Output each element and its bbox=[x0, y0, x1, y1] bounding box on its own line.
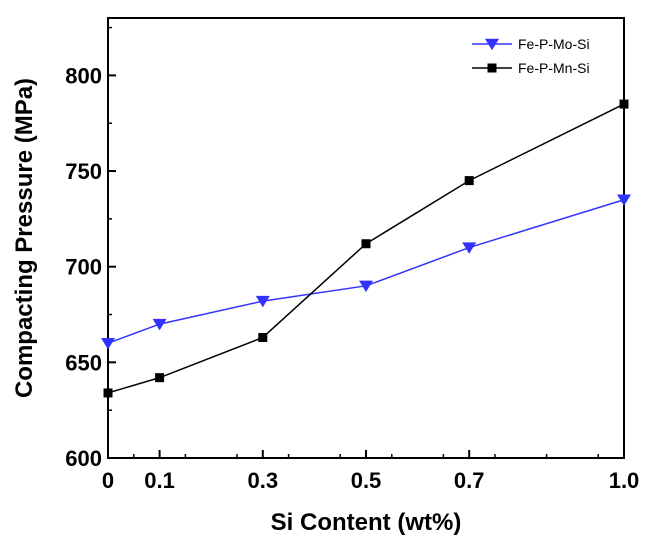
legend-label: Fe-P-Mn-Si bbox=[518, 60, 590, 76]
data-point bbox=[155, 373, 165, 383]
x-tick-label: 1.0 bbox=[609, 468, 640, 493]
y-axis-title: Compacting Pressure (MPa) bbox=[11, 78, 38, 398]
data-point bbox=[619, 99, 629, 109]
y-tick-label: 650 bbox=[65, 350, 102, 375]
y-tick-label: 600 bbox=[65, 446, 102, 471]
y-tick-label: 800 bbox=[65, 63, 102, 88]
data-point bbox=[359, 280, 373, 293]
x-axis-title: Si Content (wt%) bbox=[271, 509, 462, 536]
legend: Fe-P-Mo-Si Fe-P-Mn-Si bbox=[472, 36, 590, 76]
legend-marker bbox=[487, 63, 497, 73]
data-point bbox=[103, 388, 113, 398]
data-point bbox=[462, 242, 477, 254]
x-tick-label: 0.7 bbox=[454, 468, 485, 493]
x-tick-label: 0.3 bbox=[248, 468, 279, 493]
series-line bbox=[107, 103, 625, 394]
series-line bbox=[107, 199, 625, 344]
legend-item: Fe-P-Mn-Si bbox=[472, 60, 590, 76]
data-point bbox=[255, 295, 270, 308]
x-tick-label: 0.5 bbox=[351, 468, 382, 493]
data-point bbox=[464, 176, 474, 186]
x-tick-label: 0 bbox=[102, 468, 114, 493]
series-layer bbox=[101, 99, 631, 398]
data-point bbox=[152, 318, 167, 331]
y-axis: 600 650 700 750 800 bbox=[65, 26, 116, 471]
y-tick-label: 750 bbox=[65, 159, 102, 184]
legend-marker bbox=[485, 38, 499, 51]
series-0 bbox=[101, 194, 631, 350]
y-tick-label: 700 bbox=[65, 255, 102, 280]
plot-frame bbox=[107, 17, 625, 459]
legend-item: Fe-P-Mo-Si bbox=[472, 36, 590, 52]
plot-border bbox=[107, 17, 625, 459]
data-point bbox=[258, 332, 268, 342]
series-1 bbox=[103, 99, 629, 398]
data-point bbox=[361, 239, 371, 249]
x-tick-label: 0.1 bbox=[144, 468, 175, 493]
data-point bbox=[617, 194, 631, 207]
data-point bbox=[101, 337, 115, 350]
x-axis: 0 0.1 0.3 0.5 0.7 1.0 bbox=[102, 450, 639, 493]
legend-label: Fe-P-Mo-Si bbox=[518, 36, 590, 52]
